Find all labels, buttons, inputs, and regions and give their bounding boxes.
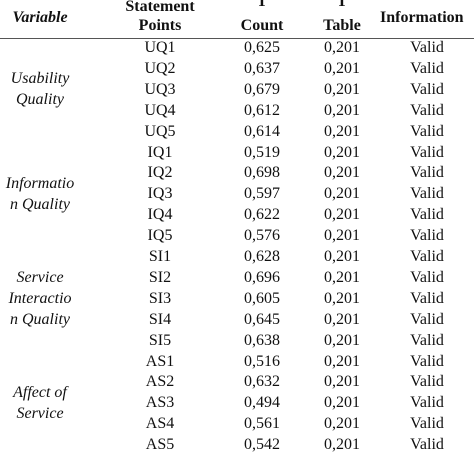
header-information: Information bbox=[380, 9, 464, 26]
information: Valid bbox=[410, 59, 444, 77]
t-table: 0,201 bbox=[324, 352, 360, 370]
variable-label: n Quality bbox=[10, 310, 70, 328]
t-table: 0,201 bbox=[324, 206, 360, 224]
header-statement: Statement bbox=[125, 0, 195, 15]
information: Valid bbox=[410, 268, 444, 286]
statement-point: UQ3 bbox=[144, 80, 176, 98]
variable-label: Affect of bbox=[13, 383, 67, 401]
variable-label: Usability bbox=[10, 70, 70, 88]
variable-label: Quality bbox=[16, 91, 64, 109]
t-table: 0,201 bbox=[324, 373, 360, 391]
t-count: 0,612 bbox=[244, 101, 280, 119]
header-points: Points bbox=[138, 17, 182, 34]
t-count: 0,632 bbox=[244, 373, 280, 391]
t-table: 0,201 bbox=[324, 122, 360, 140]
statement-point: AS1 bbox=[145, 352, 175, 370]
header-table: Table bbox=[323, 17, 361, 34]
t-count: 0,628 bbox=[244, 248, 280, 265]
header-rule bbox=[0, 38, 474, 39]
statement-point: UQ4 bbox=[144, 101, 176, 119]
t-count: 0,625 bbox=[244, 39, 280, 56]
information: Valid bbox=[410, 394, 444, 412]
statement-point: IQ1 bbox=[147, 143, 173, 161]
t-count: 0,542 bbox=[244, 436, 280, 454]
t-count: 0,645 bbox=[244, 310, 280, 328]
t-count: 0,679 bbox=[244, 80, 280, 98]
t-count: 0,561 bbox=[244, 415, 280, 433]
t-count: 0,516 bbox=[244, 352, 280, 370]
t-table: 0,201 bbox=[324, 59, 360, 77]
information: Valid bbox=[410, 122, 444, 140]
information: Valid bbox=[410, 352, 444, 370]
header-variable: Variable bbox=[12, 9, 68, 26]
statement-point: UQ2 bbox=[144, 59, 176, 77]
t-table: 0,201 bbox=[324, 248, 360, 265]
information: Valid bbox=[410, 164, 444, 182]
t-count: 0,519 bbox=[244, 143, 280, 161]
variable-label: Informatio bbox=[5, 174, 75, 192]
t-table: 0,201 bbox=[324, 80, 360, 98]
variable-label: Interactio bbox=[8, 289, 72, 307]
t-table: 0,201 bbox=[324, 101, 360, 119]
t-table: 0,201 bbox=[324, 331, 360, 349]
t-count: 0,638 bbox=[244, 331, 280, 349]
information: Valid bbox=[410, 227, 444, 245]
variable-label: n Quality bbox=[10, 195, 70, 213]
statement-point: SI3 bbox=[148, 289, 172, 307]
t-count: 0,614 bbox=[244, 122, 280, 140]
information: Valid bbox=[410, 373, 444, 391]
information: Valid bbox=[410, 415, 444, 433]
statement-point: IQ5 bbox=[147, 227, 173, 245]
t-table: 0,201 bbox=[324, 39, 360, 56]
information: Valid bbox=[410, 101, 444, 119]
statement-point: UQ5 bbox=[144, 122, 176, 140]
t-count: 0,637 bbox=[244, 59, 280, 77]
t-table: 0,201 bbox=[324, 143, 360, 161]
statement-point: IQ2 bbox=[147, 164, 173, 182]
header-count: Count bbox=[240, 17, 284, 34]
statement-point: AS4 bbox=[145, 415, 175, 433]
information: Valid bbox=[410, 39, 444, 56]
t-table: 0,201 bbox=[324, 436, 360, 454]
information: Valid bbox=[410, 185, 444, 203]
header-t: T bbox=[256, 0, 268, 10]
t-count: 0,698 bbox=[244, 164, 280, 182]
t-table: 0,201 bbox=[324, 310, 360, 328]
information: Valid bbox=[410, 80, 444, 98]
t-table: 0,201 bbox=[324, 227, 360, 245]
t-table: 0,201 bbox=[324, 185, 360, 203]
variable-label: Service bbox=[16, 404, 64, 422]
variable-label: Service bbox=[16, 268, 64, 286]
t-table: 0,201 bbox=[324, 394, 360, 412]
information: Valid bbox=[410, 289, 444, 307]
statement-point: UQ1 bbox=[144, 39, 176, 56]
information: Valid bbox=[410, 143, 444, 161]
t-table: 0,201 bbox=[324, 289, 360, 307]
t-count: 0,494 bbox=[244, 394, 280, 412]
t-count: 0,696 bbox=[244, 268, 280, 286]
statement-point: IQ3 bbox=[147, 185, 173, 203]
information: Valid bbox=[410, 331, 444, 349]
information: Valid bbox=[410, 436, 444, 454]
statement-point: AS2 bbox=[145, 373, 175, 391]
statement-point: IQ4 bbox=[147, 206, 173, 224]
t-table: 0,201 bbox=[324, 164, 360, 182]
t-table: 0,201 bbox=[324, 268, 360, 286]
statement-point: AS5 bbox=[145, 436, 175, 454]
information: Valid bbox=[410, 248, 444, 265]
information: Valid bbox=[410, 310, 444, 328]
t-table: 0,201 bbox=[324, 415, 360, 433]
statement-point: SI4 bbox=[148, 310, 172, 328]
t-count: 0,576 bbox=[244, 227, 280, 245]
statement-point: AS3 bbox=[145, 394, 175, 412]
statement-point: SI2 bbox=[148, 268, 172, 286]
t-count: 0,605 bbox=[244, 289, 280, 307]
information: Valid bbox=[410, 206, 444, 224]
header-t: T bbox=[336, 0, 348, 10]
statement-point: SI5 bbox=[148, 331, 172, 349]
t-count: 0,597 bbox=[244, 185, 280, 203]
t-count: 0,622 bbox=[244, 206, 280, 224]
statement-point: SI1 bbox=[148, 248, 172, 265]
